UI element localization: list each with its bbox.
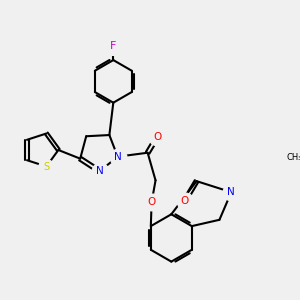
- Text: N: N: [227, 187, 235, 197]
- Text: N: N: [96, 166, 104, 176]
- Text: O: O: [148, 197, 156, 207]
- Text: N: N: [114, 152, 122, 162]
- Text: S: S: [43, 161, 50, 172]
- Text: O: O: [153, 132, 161, 142]
- Text: CH₃: CH₃: [286, 153, 300, 162]
- Text: O: O: [181, 196, 189, 206]
- Text: F: F: [110, 41, 116, 51]
